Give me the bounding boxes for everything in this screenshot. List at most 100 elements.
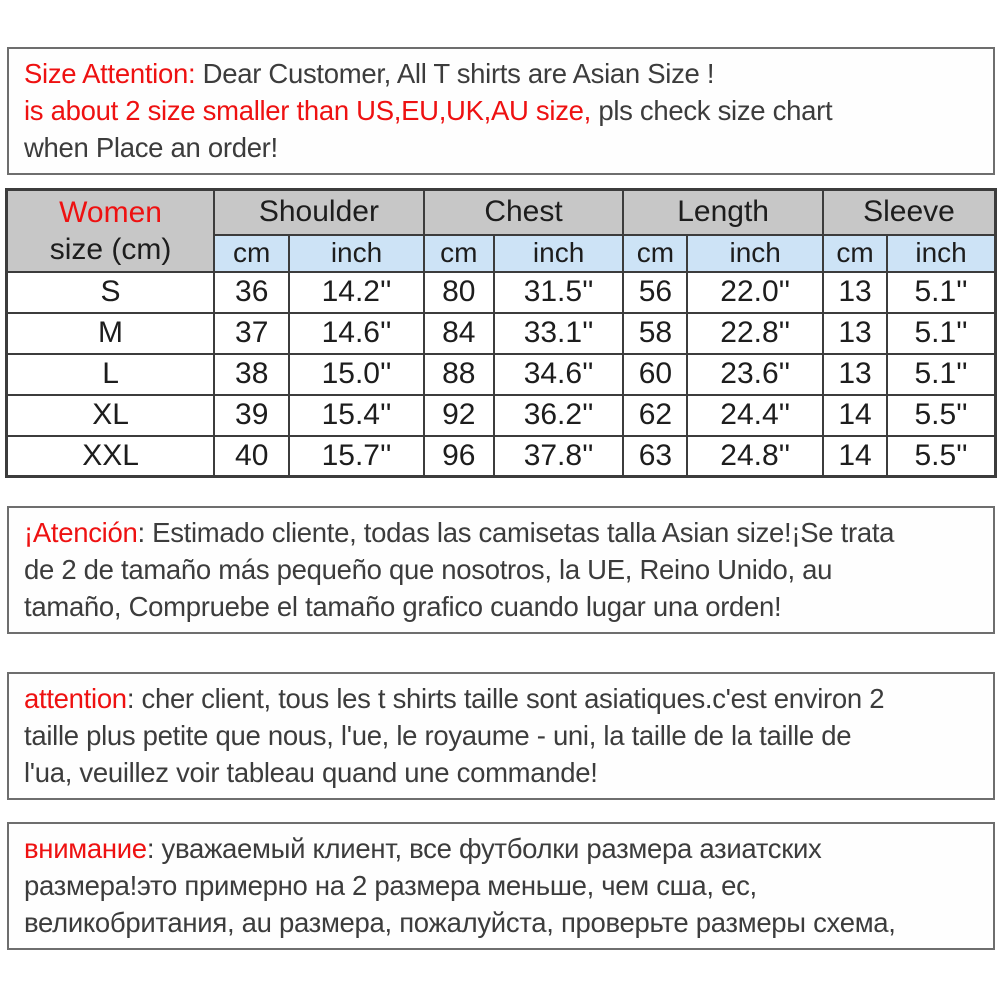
notice-english-line-3: when Place an order!	[24, 129, 978, 166]
table-cell: 5.5''	[886, 434, 997, 478]
size-label: S	[5, 270, 216, 314]
table-header-row: Women size (cm) Shoulder Chest Length Sl…	[5, 188, 997, 273]
table-cell: 37	[213, 311, 291, 355]
table-row-xxl: XXL 40 15.7'' 96 37.8'' 63 24.8'' 14 5.5…	[5, 434, 997, 478]
notice-spanish-text: tamaño, Compruebe el tamaño grafico cuan…	[24, 591, 782, 622]
notice-spanish-text: de 2 de tamaño más pequeño que nosotros,…	[24, 554, 833, 585]
column-group-shoulder: Shoulder	[213, 188, 425, 236]
unit-header: inch	[686, 233, 824, 273]
unit-header: cm	[422, 233, 495, 273]
table-cell: 39	[213, 393, 291, 437]
table-cell: 31.5''	[492, 270, 625, 314]
table-cell: 22.0''	[686, 270, 824, 314]
table-cell: 13	[821, 270, 889, 314]
notice-spanish-line-3: tamaño, Compruebe el tamaño grafico cuan…	[24, 588, 978, 625]
table-cell: 84	[422, 311, 495, 355]
table-cell: 15.4''	[288, 393, 425, 437]
notice-spanish-text: : Estimado cliente, todas las camisetas …	[137, 517, 895, 548]
notice-english-line-1: Size Attention: Dear Customer, All T shi…	[24, 55, 978, 92]
table-cell: 5.1''	[886, 270, 997, 314]
table-cell: 62	[622, 393, 689, 437]
notice-english-line-2: is about 2 size smaller than US,EU,UK,AU…	[24, 92, 978, 129]
table-cell: 5.1''	[886, 352, 997, 396]
table-cell: 14.2''	[288, 270, 425, 314]
unit-header: cm	[213, 233, 291, 273]
table-cell: 40	[213, 434, 291, 478]
unit-header: cm	[821, 233, 889, 273]
table-cell: 5.1''	[886, 311, 997, 355]
table-cell: 24.8''	[686, 434, 824, 478]
table-cell: 60	[622, 352, 689, 396]
table-cell: 14.6''	[288, 311, 425, 355]
table-cell: 14	[821, 434, 889, 478]
table-cell: 80	[422, 270, 495, 314]
corner-label-women: Women	[59, 195, 162, 229]
notice-russian-text: размера!это примерно на 2 размера меньше…	[24, 870, 757, 901]
table-cell: 36.2''	[492, 393, 625, 437]
notice-russian-text: : уважаемый клиент, все футболки размера…	[146, 833, 822, 864]
table-cell: 23.6''	[686, 352, 824, 396]
table-cell: 14	[821, 393, 889, 437]
table-cell: 38	[213, 352, 291, 396]
notice-french: attention: cher client, tous les t shirt…	[7, 672, 995, 800]
column-group-sleeve: Sleeve	[821, 188, 997, 236]
size-label: XXL	[5, 434, 216, 478]
table-cell: 88	[422, 352, 495, 396]
notice-russian-line-1: внимание: уважаемый клиент, все футболки…	[24, 830, 978, 867]
unit-header: inch	[288, 233, 425, 273]
size-chart-page: Size Attention: Dear Customer, All T shi…	[0, 47, 1002, 1002]
notice-french-text: l'ua, veuillez voir tableau quand une co…	[24, 757, 598, 788]
table-cell: 92	[422, 393, 495, 437]
table-row-l: L 38 15.0'' 88 34.6'' 60 23.6'' 13 5.1''	[5, 352, 997, 396]
table-cell: 37.8''	[492, 434, 625, 478]
size-label: M	[5, 311, 216, 355]
corner-label-unit: size (cm)	[49, 232, 172, 266]
notice-english-text: pls check size chart	[590, 95, 833, 126]
table-unit-row: cm inch cm inch cm inch cm inch	[7, 233, 997, 273]
table-cell: 96	[422, 434, 495, 478]
table-cell: 34.6''	[492, 352, 625, 396]
notice-spanish-line-1: ¡Atención: Estimado cliente, todas las c…	[24, 514, 978, 551]
notice-french-line-2: taille plus petite que nous, l'ue, le ro…	[24, 717, 978, 754]
notice-english: Size Attention: Dear Customer, All T shi…	[7, 47, 995, 175]
notice-french-line-1: attention: cher client, tous les t shirt…	[24, 680, 978, 717]
table-cell: 33.1''	[492, 311, 625, 355]
notice-english-text: Dear Customer, All T shirts are Asian Si…	[195, 58, 715, 89]
notice-english-highlight: Size Attention:	[24, 58, 196, 89]
table-cell: 15.7''	[288, 434, 425, 478]
notice-english-highlight: is about 2 size smaller than US,EU,UK,AU…	[24, 95, 591, 126]
size-table: Women size (cm) Shoulder Chest Length Sl…	[5, 188, 997, 478]
notice-russian-line-3: великобритания, au размера, пожалуйста, …	[24, 904, 978, 941]
notice-french-text: taille plus petite que nous, l'ue, le ro…	[24, 720, 852, 751]
table-cell: 56	[622, 270, 689, 314]
notice-french-text: : cher client, tous les t shirts taille …	[126, 683, 885, 714]
notice-french-line-3: l'ua, veuillez voir tableau quand une co…	[24, 754, 978, 791]
table-cell: 22.8''	[686, 311, 824, 355]
unit-header: inch	[492, 233, 625, 273]
notice-russian: внимание: уважаемый клиент, все футболки…	[7, 822, 995, 950]
table-cell: 15.0''	[288, 352, 425, 396]
table-cell: 36	[213, 270, 291, 314]
unit-header: cm	[622, 233, 689, 273]
table-cell: 13	[821, 311, 889, 355]
unit-header: inch	[886, 233, 997, 273]
table-cell: 13	[821, 352, 889, 396]
table-cell: 58	[622, 311, 689, 355]
column-group-chest: Chest	[422, 188, 625, 236]
notice-english-text: when Place an order!	[24, 132, 278, 163]
notice-spanish-line-2: de 2 de tamaño más pequeño que nosotros,…	[24, 551, 978, 588]
notice-russian-highlight: внимание	[24, 833, 147, 864]
notice-french-highlight: attention	[24, 683, 127, 714]
table-corner-cell: Women size (cm)	[5, 188, 216, 273]
size-label: XL	[5, 393, 216, 437]
table-cell: 24.4''	[686, 393, 824, 437]
column-group-length: Length	[622, 188, 824, 236]
notice-spanish: ¡Atención: Estimado cliente, todas las c…	[7, 506, 995, 634]
table-cell: 5.5''	[886, 393, 997, 437]
notice-russian-text: великобритания, au размера, пожалуйста, …	[24, 907, 896, 938]
notice-spanish-highlight: ¡Atención	[24, 517, 138, 548]
notice-russian-line-2: размера!это примерно на 2 размера меньше…	[24, 867, 978, 904]
table-row-s: S 36 14.2'' 80 31.5'' 56 22.0'' 13 5.1''	[5, 270, 997, 314]
table-row-m: M 37 14.6'' 84 33.1'' 58 22.8'' 13 5.1''	[5, 311, 997, 355]
table-cell: 63	[622, 434, 689, 478]
